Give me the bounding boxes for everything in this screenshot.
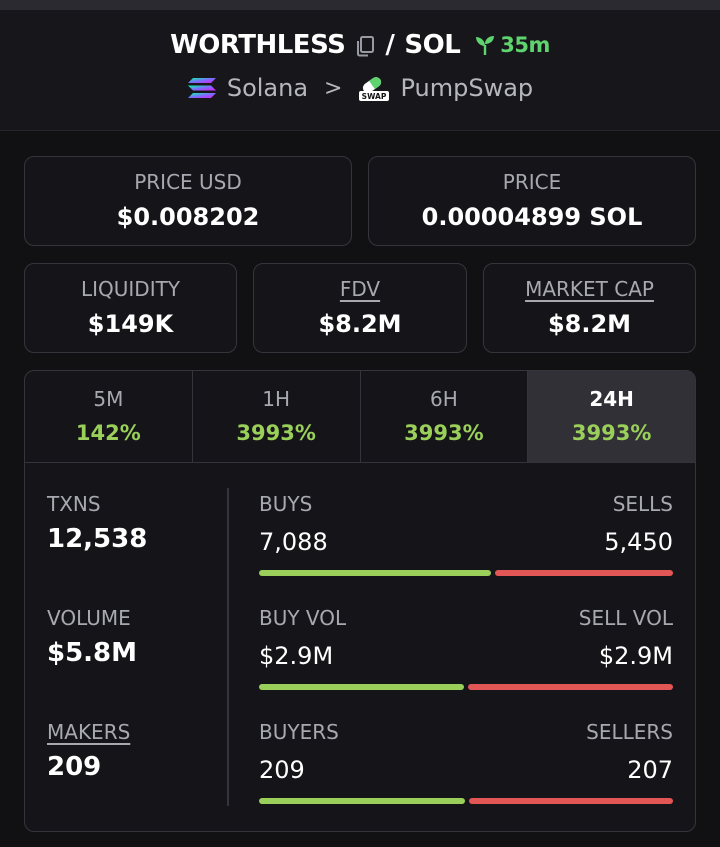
sell-vol-label: SELL VOL bbox=[578, 606, 673, 630]
buyers-label: BUYERS bbox=[259, 720, 339, 744]
makers-label[interactable]: MAKERS bbox=[47, 720, 131, 744]
tab-label: 24H bbox=[589, 387, 634, 411]
pair-age: 35m bbox=[474, 33, 550, 57]
tab-1h[interactable]: 1H 3993% bbox=[193, 371, 361, 462]
timeframe-tabs: 5M 142% 1H 3993% 6H 3993% 24H 3993% bbox=[25, 371, 695, 463]
txns-stat: TXNS 12,538 bbox=[47, 492, 147, 554]
price-usd-value: $0.008202 bbox=[116, 203, 260, 231]
buys-sells-bar bbox=[259, 570, 673, 576]
sell-share-fill bbox=[494, 570, 673, 576]
tab-6h[interactable]: 6H 3993% bbox=[361, 371, 529, 462]
sell-share-fill bbox=[468, 684, 673, 690]
pumpswap-icon: SWAP bbox=[359, 77, 390, 101]
sell-vol-value: $2.9M bbox=[598, 642, 673, 670]
tab-label: 6H bbox=[429, 387, 458, 411]
sells-label: SELLS bbox=[612, 492, 673, 516]
token-symbol: WORTHLESS bbox=[170, 30, 346, 60]
buy-share-fill bbox=[259, 684, 464, 690]
fdv-label[interactable]: FDV bbox=[339, 277, 381, 301]
buys-label: BUYS bbox=[259, 492, 313, 516]
swap-badge-text: SWAP bbox=[362, 92, 387, 101]
quote-symbol: SOL bbox=[404, 30, 461, 60]
volume-value: $5.8M bbox=[47, 638, 138, 668]
buys-value: 7,088 bbox=[259, 528, 328, 556]
tab-5m[interactable]: 5M 142% bbox=[25, 371, 193, 462]
txns-label: TXNS bbox=[47, 492, 101, 516]
chevron-right-icon: > bbox=[324, 75, 343, 101]
txns-value: 12,538 bbox=[47, 524, 148, 554]
tab-24h[interactable]: 24H 3993% bbox=[528, 371, 695, 462]
buy-vol-label: BUY VOL bbox=[259, 606, 347, 630]
tab-change: 3993% bbox=[571, 421, 652, 445]
pair-breadcrumb: Solana > SWAP PumpSwap bbox=[0, 74, 720, 102]
age-value: 35m bbox=[500, 33, 550, 57]
copy-icon[interactable] bbox=[355, 34, 375, 57]
sprout-icon bbox=[476, 36, 495, 55]
sellers-label: SELLERS bbox=[586, 720, 673, 744]
volume-bar bbox=[259, 684, 673, 690]
volume-label: VOLUME bbox=[47, 606, 131, 630]
tab-label: 5M bbox=[93, 387, 124, 411]
sell-share-fill bbox=[469, 798, 673, 804]
tab-change: 142% bbox=[75, 421, 141, 445]
market-cap-value: $8.2M bbox=[547, 310, 632, 338]
sells-value: 5,450 bbox=[604, 528, 673, 556]
market-cap-label[interactable]: MARKET CAP bbox=[525, 277, 654, 301]
buy-share-fill bbox=[259, 570, 491, 576]
stats-divider bbox=[227, 488, 229, 806]
buyers-value: 209 bbox=[259, 756, 305, 784]
price-usd-label: PRICE USD bbox=[134, 170, 242, 194]
volume-stat: VOLUME $5.8M bbox=[47, 606, 137, 668]
chain-link[interactable]: Solana bbox=[226, 74, 309, 102]
market-cap-card[interactable]: MARKET CAP $8.2M bbox=[483, 263, 696, 353]
pair-title: WORTHLESS / SOL 35m bbox=[0, 30, 720, 60]
tab-change: 3993% bbox=[236, 421, 316, 445]
tab-label: 1H bbox=[262, 387, 290, 411]
tab-change: 3993% bbox=[404, 421, 484, 445]
dex-link[interactable]: PumpSwap bbox=[400, 74, 534, 102]
liquidity-value: $149K bbox=[87, 310, 174, 338]
top-strip bbox=[0, 0, 720, 10]
pair-header: WORTHLESS / SOL 35m bbox=[0, 10, 720, 131]
fdv-value: $8.2M bbox=[318, 310, 402, 338]
makers-value: 209 bbox=[47, 752, 102, 782]
price-native-value: 0.00004899 SOL bbox=[421, 203, 643, 231]
liquidity-card: LIQUIDITY $149K bbox=[24, 263, 237, 353]
txn-stats-panel: 5M 142% 1H 3993% 6H 3993% 24H 3993% TXNS… bbox=[24, 370, 696, 832]
sellers-value: 207 bbox=[627, 756, 673, 784]
buyers-sellers-bar bbox=[259, 798, 673, 804]
price-usd-card: PRICE USD $0.008202 bbox=[24, 156, 352, 246]
makers-stat[interactable]: MAKERS 209 bbox=[47, 720, 130, 782]
liquidity-label: LIQUIDITY bbox=[80, 277, 181, 301]
pair-separator: / bbox=[385, 30, 395, 60]
fdv-card[interactable]: FDV $8.2M bbox=[253, 263, 467, 353]
solana-icon bbox=[187, 78, 216, 98]
price-native-label: PRICE bbox=[502, 170, 562, 194]
buy-vol-value: $2.9M bbox=[259, 642, 334, 670]
price-native-card: PRICE 0.00004899 SOL bbox=[368, 156, 696, 246]
buy-share-fill bbox=[259, 798, 466, 804]
